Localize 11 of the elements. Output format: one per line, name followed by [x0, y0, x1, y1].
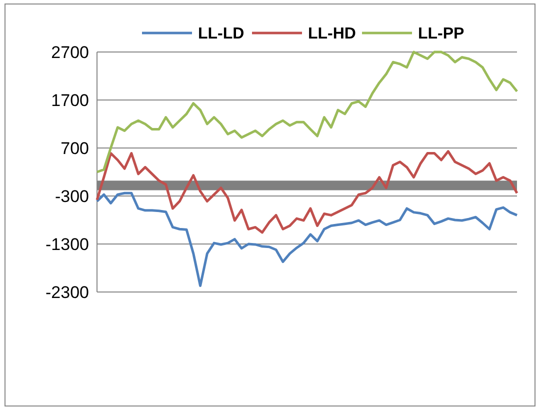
legend-label: LL-LD: [198, 26, 244, 43]
y-tick-label: -300: [54, 186, 89, 206]
y-tick-label: 1700: [51, 90, 89, 110]
line-series: [96, 150, 518, 234]
legend-label: LL-HD: [308, 26, 356, 43]
legend-label: LL-PP: [418, 26, 465, 43]
y-tick-label: 2700: [51, 42, 89, 62]
line-series: [96, 192, 518, 288]
y-tick-label: -1300: [46, 234, 89, 254]
y-tick-label: 700: [60, 138, 89, 158]
y-tick-label: -2300: [46, 282, 89, 302]
